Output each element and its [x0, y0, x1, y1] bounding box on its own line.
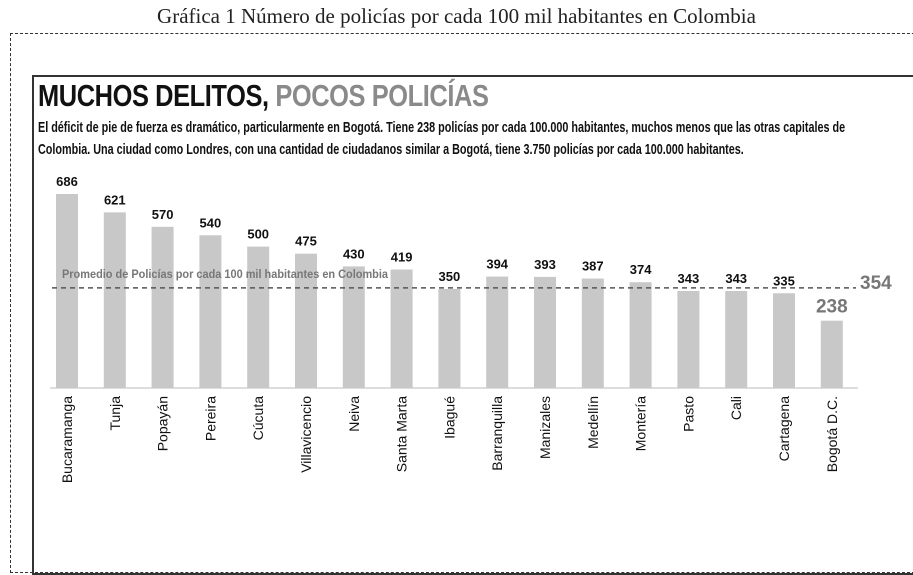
caption: Gráfica 1 Número de policías por cada 10…: [157, 4, 756, 28]
bar: [247, 246, 270, 388]
title-part: POCOS POLICÍAS: [275, 78, 489, 113]
bar: [390, 269, 413, 388]
reference-label: Promedio de Policías por cada 100 mil ha…: [62, 269, 389, 281]
bar: [295, 253, 317, 388]
x-tick-label: Medellín: [585, 396, 601, 449]
value-label: 686: [56, 174, 78, 189]
bar: [820, 320, 843, 388]
page: {"chart_data": { "type": "bar", "caption…: [10, 4, 913, 575]
x-tick-label: Manizales: [537, 396, 553, 459]
x-tick-label: Cúcuta: [250, 396, 266, 441]
chart-title: MUCHOS DELITOS, POCOS POLICÍAS: [38, 78, 489, 114]
reference-value: 354: [860, 273, 892, 294]
bar: [438, 289, 461, 388]
value-label: 238: [816, 297, 848, 318]
x-tick-label: Cali: [728, 396, 744, 420]
subtitle: El déficit de pie de fuerza es dramático…: [38, 119, 846, 158]
x-tick-label: Bogotá D.C.: [824, 396, 840, 472]
value-label: 387: [582, 259, 604, 274]
value-label: 335: [773, 273, 795, 288]
bar: [151, 226, 174, 388]
bar: [56, 194, 78, 388]
x-tick-label: Popayán: [155, 396, 171, 451]
x-tick-label: Barranquilla: [489, 396, 505, 471]
chart: 686 Bucaramanga 621 Tunja 570 Popayán 540 Perei…: [50, 174, 892, 483]
value-label: 475: [295, 234, 317, 249]
x-tick-label: Tunja: [107, 396, 123, 431]
bar: [342, 266, 365, 388]
bar: [103, 212, 126, 388]
value-label: 394: [486, 257, 508, 272]
value-label: 343: [725, 271, 747, 286]
value-label: 570: [152, 207, 174, 222]
x-tick-label: Montería: [633, 396, 649, 451]
bar: [677, 291, 700, 388]
x-tick-label: Pereira: [202, 396, 218, 441]
value-label: 540: [200, 215, 222, 230]
x-tick-label: Villavicencio: [298, 396, 314, 473]
bar: [581, 278, 604, 388]
bar: [534, 276, 556, 388]
value-label: 343: [678, 271, 700, 286]
bar: [486, 276, 509, 388]
x-tick-label: Neiva: [346, 396, 362, 432]
title-part: MUCHOS DELITOS,: [38, 78, 269, 113]
value-label: 393: [534, 257, 556, 272]
x-tick-label: Pasto: [680, 396, 696, 432]
x-tick-label: Santa Marta: [394, 396, 410, 472]
value-label: 500: [247, 227, 269, 242]
value-label: 419: [391, 250, 413, 265]
value-label: 430: [343, 246, 365, 261]
bar: [725, 291, 748, 388]
bar: [199, 235, 222, 388]
x-tick-label: Ibagué: [441, 396, 457, 439]
bar: [773, 293, 795, 388]
value-label: 621: [104, 192, 126, 207]
x-tick-label: Bucaramanga: [59, 396, 75, 483]
value-label: 374: [630, 262, 652, 277]
bar: [629, 282, 652, 388]
value-label: 350: [439, 269, 461, 284]
x-tick-label: Cartagena: [776, 396, 792, 462]
